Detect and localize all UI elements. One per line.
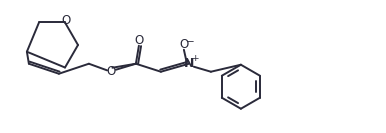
Text: −: − [186, 37, 194, 47]
Text: +: + [191, 54, 199, 63]
Text: O: O [179, 38, 188, 51]
Text: N: N [184, 57, 194, 70]
Text: O: O [61, 14, 71, 27]
Text: O: O [106, 65, 115, 78]
Text: O: O [134, 34, 144, 47]
